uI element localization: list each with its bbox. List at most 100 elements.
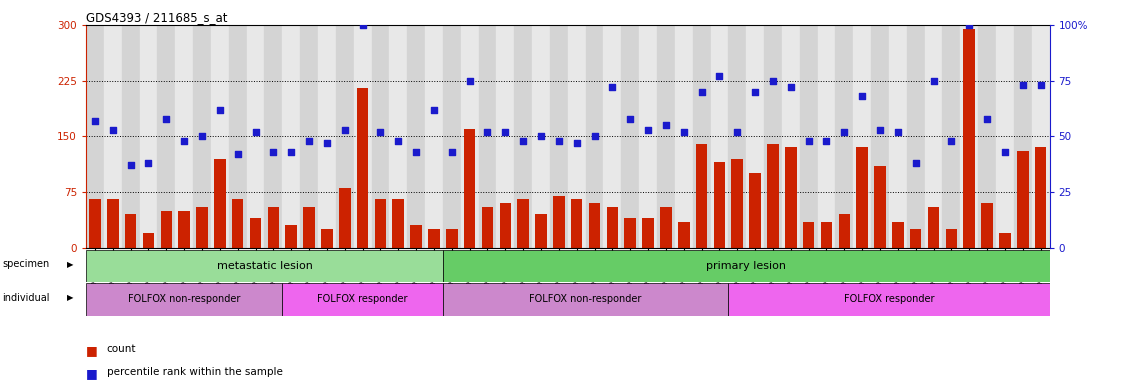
Bar — [568, 25, 586, 248]
Text: primary lesion: primary lesion — [707, 261, 786, 271]
Bar — [125, 214, 136, 248]
Bar — [392, 199, 404, 248]
Bar — [89, 199, 101, 248]
Point — [122, 162, 140, 168]
Point — [372, 129, 390, 135]
Bar — [764, 25, 782, 248]
Point — [282, 149, 301, 155]
Point — [228, 151, 247, 157]
Bar — [340, 188, 351, 248]
Bar — [943, 25, 960, 248]
Point — [585, 133, 603, 139]
Bar — [549, 25, 568, 248]
Text: FOLFOX responder: FOLFOX responder — [844, 294, 934, 305]
Text: metastatic lesion: metastatic lesion — [217, 261, 312, 271]
Bar — [303, 207, 314, 248]
Point — [460, 78, 478, 84]
Text: ■: ■ — [86, 344, 97, 358]
Bar — [728, 283, 1050, 316]
Text: GDS4393 / 211685_s_at: GDS4393 / 211685_s_at — [86, 12, 227, 25]
Point — [639, 127, 657, 133]
Bar — [818, 25, 835, 248]
Bar — [140, 25, 157, 248]
Bar — [282, 283, 443, 316]
Bar — [86, 25, 104, 248]
Bar — [674, 25, 693, 248]
Bar — [642, 218, 654, 248]
Bar — [732, 159, 743, 248]
Point — [835, 129, 853, 135]
Point — [353, 22, 372, 28]
Point — [86, 118, 104, 124]
Text: ▶: ▶ — [67, 260, 73, 269]
Bar — [443, 250, 1050, 282]
Bar — [607, 207, 618, 248]
Bar — [678, 222, 689, 248]
Point — [424, 106, 443, 113]
Point — [299, 138, 318, 144]
Text: FOLFOX non-responder: FOLFOX non-responder — [128, 294, 241, 305]
Bar — [179, 210, 190, 248]
Bar — [907, 25, 924, 248]
Point — [871, 127, 889, 133]
Bar — [785, 147, 796, 248]
Text: ■: ■ — [86, 367, 97, 381]
Bar — [586, 25, 603, 248]
Point — [336, 127, 354, 133]
Point — [407, 149, 426, 155]
Bar — [86, 250, 443, 282]
Bar — [713, 162, 725, 248]
Bar — [463, 129, 476, 248]
Bar — [228, 25, 247, 248]
Bar — [838, 214, 850, 248]
Bar — [122, 25, 140, 248]
Point — [674, 129, 693, 135]
Bar — [1035, 147, 1046, 248]
Point — [175, 138, 194, 144]
Bar — [482, 207, 493, 248]
Bar — [853, 25, 871, 248]
Bar — [799, 25, 818, 248]
Bar — [232, 199, 243, 248]
Bar — [86, 283, 282, 316]
Bar — [214, 159, 226, 248]
Point — [853, 93, 872, 99]
Bar — [265, 25, 282, 248]
Bar — [193, 25, 211, 248]
Bar — [211, 25, 228, 248]
Bar — [142, 233, 154, 248]
Bar — [747, 25, 764, 248]
Point — [621, 116, 639, 122]
Bar — [426, 25, 443, 248]
Point — [1014, 82, 1032, 88]
Point — [818, 138, 836, 144]
Point — [924, 78, 943, 84]
Bar — [107, 199, 118, 248]
Bar — [157, 25, 175, 248]
Bar — [353, 25, 372, 248]
Bar — [693, 25, 710, 248]
Point — [514, 138, 532, 144]
Bar — [247, 25, 265, 248]
Bar — [657, 25, 674, 248]
Bar — [301, 25, 318, 248]
Bar — [446, 229, 458, 248]
Text: percentile rank within the sample: percentile rank within the sample — [107, 367, 282, 377]
Bar — [1017, 151, 1029, 248]
Point — [497, 129, 515, 135]
Point — [764, 78, 782, 84]
Text: FOLFOX responder: FOLFOX responder — [318, 294, 408, 305]
Point — [603, 84, 622, 90]
Bar — [945, 229, 957, 248]
Bar — [321, 229, 333, 248]
Bar — [982, 203, 993, 248]
Bar — [443, 25, 461, 248]
Bar — [500, 203, 512, 248]
Bar — [175, 25, 193, 248]
Bar — [857, 147, 868, 248]
Point — [889, 129, 907, 135]
Bar — [461, 25, 478, 248]
Bar — [639, 25, 657, 248]
Point — [657, 122, 676, 128]
Point — [996, 149, 1014, 155]
